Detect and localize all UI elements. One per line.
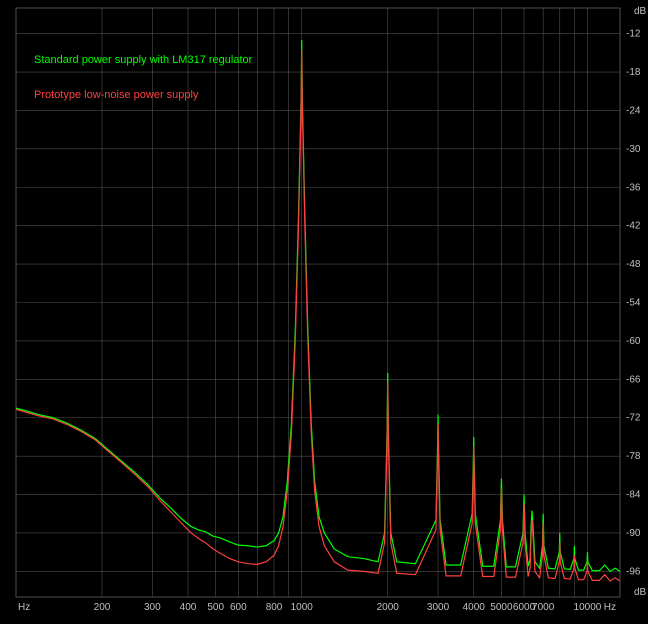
svg-text:-72: -72 bbox=[626, 413, 641, 424]
svg-text:1000: 1000 bbox=[291, 602, 314, 613]
svg-text:4000: 4000 bbox=[463, 602, 486, 613]
svg-text:-96: -96 bbox=[626, 566, 641, 577]
svg-text:-30: -30 bbox=[626, 144, 641, 155]
svg-text:dB: dB bbox=[634, 6, 647, 17]
svg-text:800: 800 bbox=[266, 602, 283, 613]
svg-text:500: 500 bbox=[207, 602, 224, 613]
svg-text:5000: 5000 bbox=[490, 602, 513, 613]
svg-text:-78: -78 bbox=[626, 451, 641, 462]
svg-text:-48: -48 bbox=[626, 259, 641, 270]
svg-text:-84: -84 bbox=[626, 490, 641, 501]
svg-text:Hz: Hz bbox=[18, 602, 30, 613]
svg-text:Hz: Hz bbox=[604, 602, 616, 613]
svg-text:10000: 10000 bbox=[574, 602, 602, 613]
legend-entry-1: Prototype low-noise power supply bbox=[34, 89, 199, 101]
svg-text:2000: 2000 bbox=[377, 602, 400, 613]
svg-text:600: 600 bbox=[230, 602, 247, 613]
svg-text:-24: -24 bbox=[626, 105, 641, 116]
svg-text:-66: -66 bbox=[626, 374, 641, 385]
svg-text:200: 200 bbox=[94, 602, 111, 613]
svg-text:-42: -42 bbox=[626, 221, 641, 232]
spectrum-chart: 2003004005006008001000200030004000500060… bbox=[0, 0, 648, 624]
svg-text:-18: -18 bbox=[626, 67, 641, 78]
legend-entry-0: Standard power supply with LM317 regulat… bbox=[34, 54, 253, 66]
svg-text:dB: dB bbox=[634, 587, 647, 598]
svg-text:300: 300 bbox=[144, 602, 161, 613]
svg-text:-60: -60 bbox=[626, 336, 641, 347]
svg-text:-54: -54 bbox=[626, 298, 641, 309]
chart-svg: 2003004005006008001000200030004000500060… bbox=[0, 0, 648, 624]
svg-text:3000: 3000 bbox=[427, 602, 450, 613]
svg-text:400: 400 bbox=[180, 602, 197, 613]
svg-text:-36: -36 bbox=[626, 182, 641, 193]
svg-text:-90: -90 bbox=[626, 528, 641, 539]
svg-text:7000: 7000 bbox=[532, 602, 555, 613]
svg-text:-12: -12 bbox=[626, 29, 641, 40]
